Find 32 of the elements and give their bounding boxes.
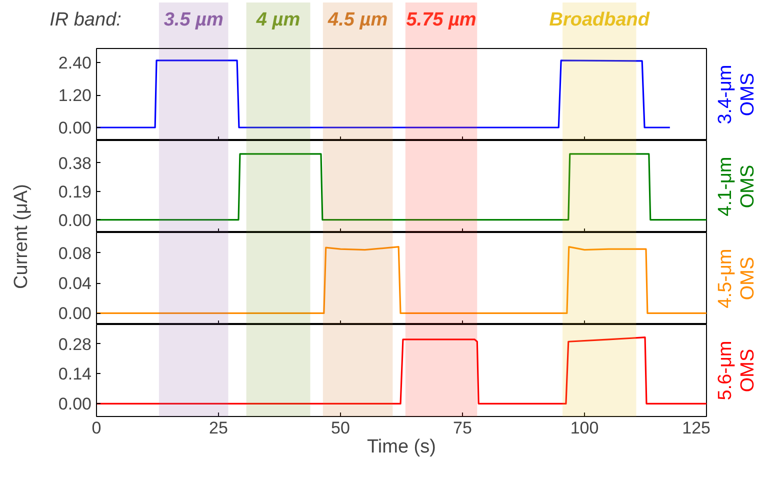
y-tick-label: 0.08 [58,244,92,263]
band-label: 3.5 µm [164,9,224,30]
x-tick-label: 100 [570,418,599,438]
y-axis-title: Current (μA) [10,184,32,289]
x-tick-label: 50 [331,418,350,438]
band-label: 4.5 µm [327,9,388,30]
x-tick-label: 75 [453,418,472,438]
band-label: 4 µm [255,9,300,30]
text: 4.1-μm OMS [715,156,758,216]
y-tick-label: 0.00 [58,394,92,414]
y-tick-label: 0.38 [58,154,92,173]
y-tick-label: 1.20 [58,86,92,106]
text: 5.6-μm OMS [715,340,758,400]
text: 4.5-μm OMS [715,248,758,308]
x-tick-label: 125 [682,418,711,438]
y-tick-label: 0.19 [58,182,92,202]
y-tick-label: 0.00 [58,118,92,138]
band-label: Broadband [549,9,650,30]
line-series [96,336,706,404]
y-tick-label: 0.28 [58,334,92,354]
y-tick-label: 0.04 [58,274,92,294]
text: IR band: [50,9,122,30]
y-tick-label: 0.00 [58,304,92,324]
x-tick-label: 0 [92,418,102,438]
y-tick-label: 0.00 [58,210,92,230]
x-axis-title: Time (s) [367,436,436,458]
line-series [96,246,706,314]
text: 3.4-μm OMS [715,64,758,124]
band-label: 5.75 µm [406,9,476,30]
x-tick-label: 25 [209,418,228,438]
y-tick-label: 0.14 [58,364,92,384]
y-tick-label: 2.40 [58,54,92,73]
